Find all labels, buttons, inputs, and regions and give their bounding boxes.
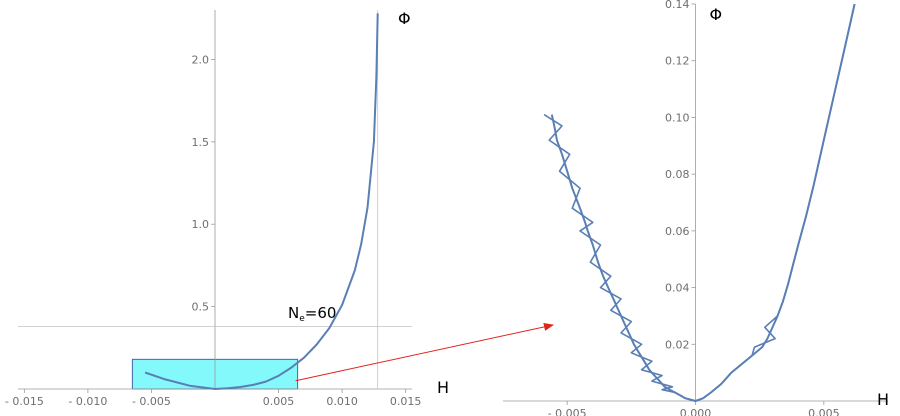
y-tick-label: 0.06 [665, 225, 690, 238]
annotation-base: N [288, 304, 299, 322]
x-tick-label: 0.005 [263, 395, 295, 408]
x-tick-label: - 0.015 [5, 395, 44, 408]
series-line-jitter [543, 3, 856, 402]
zoom-plot-panel: - 0.005 0.000 0.005 0.020.040.060.080.100.… [503, 0, 889, 416]
full-plot-panel: - 0.015 - 0.010 - 0.005 0.005 0.010 0.015 0.5… [5, 9, 449, 408]
y-tick-label: 0.08 [665, 168, 690, 181]
y-tick-label: 1.5 [192, 136, 210, 149]
y-tick-label: 2.0 [192, 53, 210, 66]
x-tick-label: 0.010 [326, 395, 358, 408]
x-axis-label: H [437, 378, 449, 397]
x-axis-label: H [877, 390, 889, 409]
y-ticks: 0.02 0.04 0.06 0.08 0.10 0.12 0.14 [665, 0, 696, 351]
y-tick-label: 0.14 [665, 0, 690, 11]
y-tick-label: 0.12 [665, 55, 690, 68]
ne-annotation: Ne=60 [288, 304, 336, 324]
annotation-value: =60 [305, 304, 337, 322]
x-tick-label: - 0.005 [548, 407, 587, 416]
x-ticks: - 0.005 0.000 0.005 [548, 401, 840, 416]
x-tick-label: 0.015 [390, 395, 422, 408]
y-tick-label: 1.0 [192, 218, 210, 231]
y-tick-label: 0.10 [665, 111, 690, 124]
x-tick-label: - 0.005 [132, 395, 171, 408]
x-tick-label: 0.005 [808, 407, 840, 416]
y-tick-label: 0.02 [665, 338, 690, 351]
y-tick-label: 0.04 [665, 282, 690, 295]
x-tick-label: - 0.010 [68, 395, 107, 408]
x-tick-label: 0.000 [680, 407, 712, 416]
annotation-subscript: e [299, 314, 305, 324]
x-ticks: - 0.015 - 0.010 - 0.005 0.005 0.010 0.015 [5, 389, 422, 408]
zoom-arrow [295, 322, 554, 382]
y-axis-label: Φ [710, 5, 723, 24]
y-ticks: 0.5 1.0 1.5 2.0 [192, 53, 215, 314]
series-line [144, 13, 379, 390]
y-tick-label: 0.5 [192, 301, 210, 314]
y-axis-label: Φ [398, 9, 411, 28]
